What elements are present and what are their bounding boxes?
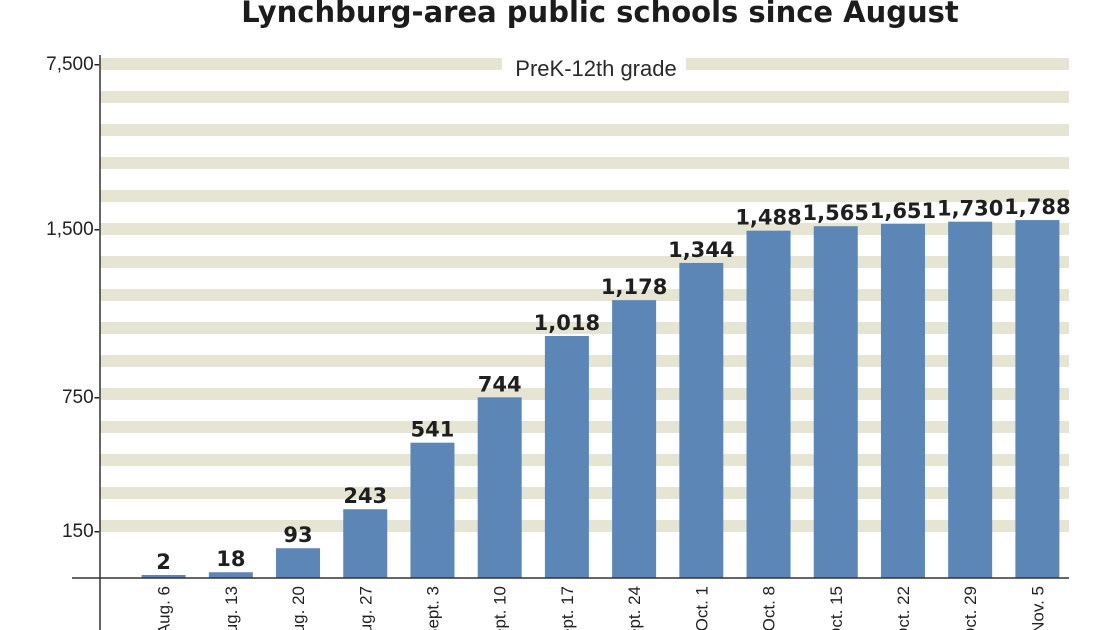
data-label: 93 — [283, 523, 312, 547]
chart-subtitle: PreK-12th grade — [515, 56, 676, 81]
y-tick-label: 150- — [62, 521, 100, 542]
bar — [612, 300, 657, 578]
chart-title: Lynchburg-area public schools since Augu… — [241, 0, 959, 29]
bar — [1015, 220, 1060, 578]
bar — [948, 221, 993, 579]
bar — [410, 442, 455, 578]
y-tick-label: 7,500- — [46, 54, 100, 75]
bar — [276, 548, 321, 578]
x-tick-label: Aug. 13 — [222, 586, 241, 630]
bars — [141, 220, 1060, 579]
x-tick-label: Nov. 5 — [1028, 586, 1047, 630]
data-label: 1,018 — [534, 311, 600, 335]
grid-stripe — [100, 157, 1069, 169]
data-label: 744 — [478, 372, 522, 396]
data-label: 243 — [343, 484, 387, 508]
y-axis: 150- 750- 1,500- 7,500- — [46, 54, 101, 630]
data-label: 1,788 — [1004, 195, 1070, 219]
x-tick-label: Oct. 15 — [827, 586, 846, 630]
data-label: 1,344 — [668, 238, 734, 262]
grid-stripe — [100, 124, 1069, 136]
bar — [208, 572, 253, 578]
bar — [477, 397, 522, 578]
grid-stripe — [100, 91, 1069, 103]
bar — [679, 262, 724, 578]
x-tick-label: Oct. 8 — [760, 586, 779, 630]
bar — [880, 223, 925, 578]
x-tick-label: Oct. 29 — [961, 586, 980, 630]
data-label: 1,651 — [870, 199, 936, 223]
x-tick-label: Sept. 17 — [558, 586, 577, 630]
data-label: 1,565 — [803, 201, 869, 225]
subtitle-background — [502, 52, 686, 82]
data-label: 541 — [411, 418, 455, 442]
x-tick-label: Sept. 3 — [423, 586, 442, 630]
bar — [141, 575, 186, 578]
bar — [544, 335, 589, 578]
grid-stripe — [100, 190, 1069, 202]
data-label: 18 — [216, 547, 245, 571]
data-label: 2 — [156, 550, 171, 574]
x-axis: Aug. 6 Aug. 13 Aug. 20 Aug. 27 Sept. 3 Sept. … — [72, 577, 1069, 630]
data-label: 1,488 — [735, 206, 801, 230]
x-tick-label: Aug. 6 — [155, 586, 174, 630]
y-tick-label: 1,500- — [46, 219, 100, 240]
y-tick-label: 750- — [62, 387, 100, 408]
x-tick-label: Sept. 24 — [625, 586, 644, 630]
x-tick-label: Oct. 1 — [692, 586, 711, 630]
x-tick-label: Sept. 10 — [491, 586, 510, 630]
bar — [813, 226, 858, 578]
x-tick-label: Aug. 20 — [289, 586, 308, 630]
bar — [343, 509, 388, 578]
data-label: 1,730 — [937, 197, 1003, 221]
x-tick-label: Aug. 27 — [356, 586, 375, 630]
x-tick-label: Oct. 22 — [894, 586, 913, 630]
data-label: 1,178 — [601, 275, 667, 299]
bar — [746, 230, 791, 579]
